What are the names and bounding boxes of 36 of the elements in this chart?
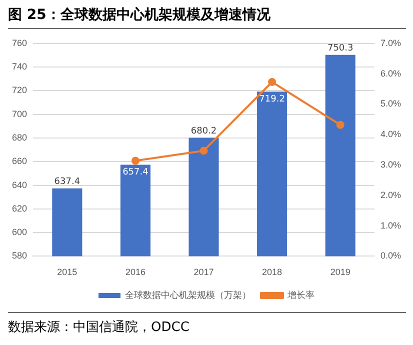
y-tick-label: 640 [12, 180, 28, 190]
x-tick-label: 2019 [330, 267, 350, 278]
y2-tick-label: 1.0% [380, 220, 401, 230]
x-tick-label: 2015 [57, 267, 78, 278]
point [131, 156, 140, 165]
y-tick-label: 720 [12, 85, 28, 96]
point [268, 78, 276, 86]
y-tick-label: 580 [12, 250, 28, 261]
point [200, 146, 208, 155]
y-tick-label: 600 [12, 227, 28, 238]
x-tick-label: 2017 [194, 267, 214, 278]
legend-label: 增长率 [286, 290, 314, 300]
y-tick-label: 740 [12, 62, 28, 72]
x-tick-label: 2016 [125, 267, 146, 278]
y-tick-label: 760 [12, 38, 28, 48]
data-label: 637.4 [54, 177, 80, 188]
data-label: 719.2 [259, 94, 285, 104]
y-tick-label: 700 [12, 108, 28, 119]
y-tick-label: 680 [12, 132, 28, 142]
data-label: 657.4 [122, 168, 149, 178]
y2-tick-label: 5.0% [380, 98, 401, 109]
y2-tick-label: 0.0% [380, 250, 401, 261]
source-note: 数据来源：中国信通院，ODCC [8, 319, 190, 336]
y2-tick-label: 3.0% [380, 159, 401, 170]
legend-label: 全球数据中心机架规模（万架） [125, 290, 251, 300]
y2-tick-label: 7.0% [380, 38, 401, 48]
y2-tick-label: 2.0% [380, 190, 401, 200]
data-label: 680.2 [190, 126, 217, 137]
x-tick-label: 2018 [262, 267, 282, 278]
point [336, 120, 344, 129]
chart-title: 图 25：全球数据中心机架规模及增速情况 [8, 6, 270, 24]
y-tick-label: 660 [12, 156, 28, 166]
data-label: 750.3 [327, 44, 354, 54]
y-tick-label: 620 [12, 203, 28, 214]
y2-tick-label: 6.0% [380, 68, 401, 78]
y2-tick-label: 4.0% [380, 129, 401, 140]
